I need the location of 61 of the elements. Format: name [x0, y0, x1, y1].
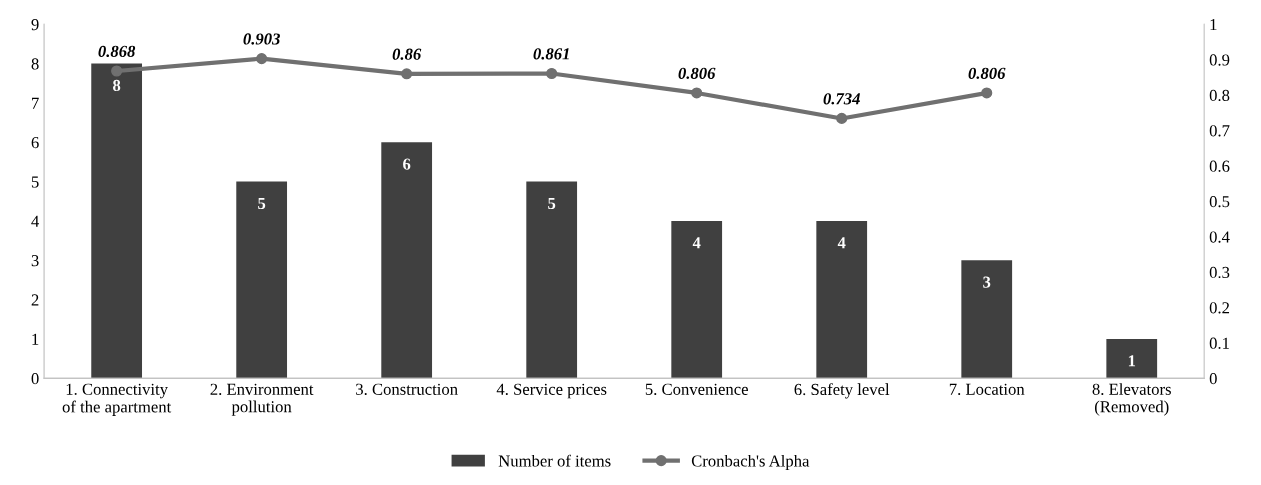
- bar: [816, 220, 868, 379]
- bar: [236, 181, 288, 379]
- x-tick-label: 5. Convenience: [645, 383, 748, 395]
- legend-label: Cronbach's Alpha: [691, 454, 810, 470]
- y2-tick-label: 0.9: [1209, 54, 1230, 66]
- data-label: 0.806: [678, 67, 716, 79]
- y-tick-label: 2: [31, 294, 39, 306]
- data-label: 0.86: [392, 48, 422, 60]
- data-label: 4: [692, 237, 701, 249]
- x-tick-label: 2. Environment pollution: [210, 383, 314, 416]
- point: [981, 87, 993, 99]
- data-label: 0.868: [98, 45, 136, 58]
- y-tick-label: 9: [31, 19, 39, 31]
- data-label: 4: [837, 237, 846, 249]
- data-label: 8: [113, 79, 121, 92]
- data-label: 3: [983, 276, 991, 288]
- y-tick-label: 6: [31, 137, 39, 149]
- data-label: 0.806: [968, 67, 1006, 79]
- bar: [671, 220, 723, 379]
- bar: [526, 181, 578, 379]
- bar: [381, 142, 433, 379]
- y-tick-label: 3: [31, 255, 39, 267]
- y2-tick-label: 0.4: [1209, 231, 1230, 243]
- x-tick-label: 1. Connectivity of the apartment: [62, 383, 172, 416]
- y2-tick-label: 1: [1210, 19, 1217, 31]
- x-tick-label: 4. Service prices: [496, 383, 607, 399]
- y-tick-label: 0: [31, 373, 39, 385]
- point: [691, 87, 703, 99]
- y2-tick-label: 0.6: [1209, 160, 1230, 172]
- y-tick-label: 5: [31, 176, 39, 188]
- data-label: 0.903: [243, 33, 280, 45]
- bar: [1106, 338, 1158, 379]
- data-label: 0.861: [533, 48, 569, 60]
- data-label: 5: [258, 197, 266, 210]
- point: [836, 112, 848, 124]
- y2-tick-label: 0.1: [1209, 337, 1229, 349]
- y2-tick-label: 0.2: [1209, 302, 1230, 314]
- point: [401, 68, 413, 80]
- x-tick-label: 8. Elevators (Removed): [1092, 383, 1171, 416]
- y-tick-label: 4: [31, 215, 40, 227]
- bar: [961, 260, 1013, 379]
- y-tick-label: 1: [32, 333, 39, 345]
- x-tick-label: 6. Safety level: [794, 383, 890, 399]
- y2-tick-label: 0.5: [1209, 195, 1230, 208]
- data-label: 5: [548, 197, 556, 210]
- data-label: 6: [403, 158, 411, 170]
- y-tick-label: 8: [31, 58, 39, 70]
- bar: [91, 63, 143, 379]
- point: [256, 53, 268, 65]
- y-tick-label: 7: [32, 97, 39, 109]
- y2-tick-label: 0.7: [1209, 125, 1230, 137]
- x-tick-label: 7. Location: [949, 383, 1025, 395]
- point: [546, 67, 558, 80]
- y2-tick-label: 0.3: [1209, 266, 1230, 279]
- point: [111, 65, 123, 77]
- legend-label: Number of items: [498, 454, 611, 467]
- data-label: 0.734: [823, 93, 860, 105]
- data-label: 1: [1128, 355, 1136, 367]
- y2-tick-label: 0.8: [1209, 89, 1230, 102]
- y2-tick-label: 0: [1209, 373, 1217, 385]
- x-tick-label: 3. Construction: [356, 383, 458, 395]
